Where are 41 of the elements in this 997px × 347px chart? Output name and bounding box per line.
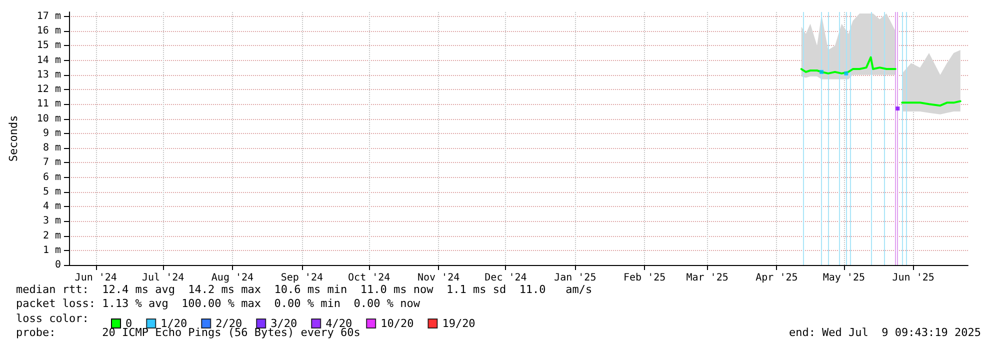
point — [844, 71, 848, 76]
x-tick-label: Jan '25 — [554, 272, 596, 284]
y-tick-label: 11 m — [36, 98, 61, 110]
y-tick-label: 15 m — [36, 40, 61, 52]
y-tick-label: 5 m — [42, 186, 61, 198]
legend-label: 19/20 — [442, 317, 476, 330]
x-tick-label: Oct '24 — [348, 272, 390, 284]
y-tick-label: 6 m — [42, 172, 61, 183]
x-tick-label: Aug '24 — [211, 272, 254, 284]
y-tick-label: 12 m — [36, 84, 61, 96]
x-tick-label: Jun '24 — [74, 272, 117, 284]
y-tick-label: 9 m — [42, 128, 61, 139]
x-tick-label: Sep '24 — [280, 272, 323, 284]
y-tick-label: 13 m — [36, 69, 61, 80]
x-tick-label: Feb '25 — [624, 272, 666, 284]
y-tick-label: 1 m — [42, 244, 61, 256]
y-tick-label: 16 m — [36, 26, 61, 37]
legend-label: 10/20 — [380, 317, 414, 330]
y-tick-label: 3 m — [42, 216, 61, 227]
text: end: Wed Jul 9 09:43:19 2025 — [788, 326, 982, 339]
y-tick-label: 8 m — [42, 142, 61, 154]
x-tick-label: Jun '25 — [892, 272, 934, 284]
y-tick-label: 7 m — [42, 157, 61, 168]
y-axis-title: Seconds — [7, 115, 20, 162]
y-tick-label: 17 m — [36, 10, 61, 22]
y-tick-label: 0 — [54, 260, 61, 270]
y-tick-label: 2 m — [42, 230, 61, 242]
x-tick-label: Mar '25 — [686, 272, 728, 284]
x-tick-label: Nov '24 — [417, 272, 460, 284]
point — [820, 70, 824, 74]
y-tick-label: 4 m — [42, 201, 61, 212]
x-tick-label: Dec '24 — [484, 272, 527, 284]
x-tick-label: Apr '25 — [756, 272, 798, 284]
x-tick-label: May '25 — [822, 272, 865, 284]
y-tick-label: 10 m — [36, 113, 61, 124]
y-tick-label: 14 m — [36, 54, 61, 66]
text: packet loss: 1.13 % avg 100.00 % max 0.00 % min 0.00 % now — [16, 297, 420, 310]
x-tick-label: Jul '24 — [142, 272, 184, 284]
legend-title: loss color: — [16, 312, 89, 325]
point — [896, 106, 900, 111]
text: median rtt: 12.4 ms avg 14.2 ms max 10.6 ms min 11.0 ms now 1.1 ms sd 11.0 am/s — [16, 283, 592, 296]
